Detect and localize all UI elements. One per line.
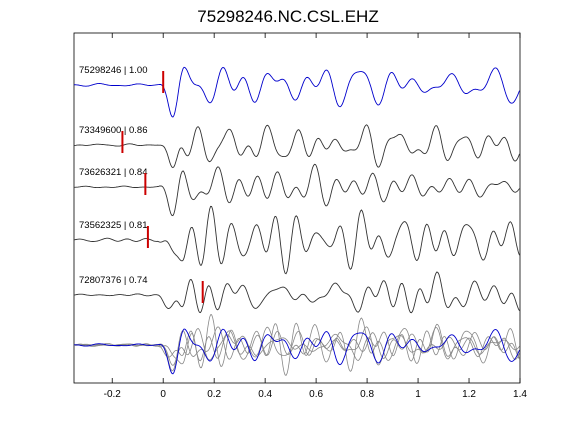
stack-trace xyxy=(73,326,520,366)
stack-overlay xyxy=(73,314,520,376)
x-tick-label: 0 xyxy=(160,389,166,400)
plot-frame xyxy=(73,32,521,384)
trace-label: 75298246 | 1.00 xyxy=(79,65,148,76)
x-tick-label: 1.4 xyxy=(513,389,527,400)
trace-line xyxy=(73,271,520,314)
x-axis: -0.2 0 0.2 0.4 0.6 0.8 1 1.2 1.4 xyxy=(104,33,527,400)
trace-label: 73626321 | 0.84 xyxy=(79,167,148,178)
x-tick-label: 1 xyxy=(415,389,421,400)
stack-trace xyxy=(74,324,520,372)
x-tick-label: 0.2 xyxy=(207,389,221,400)
x-tick-label: 0.8 xyxy=(360,389,374,400)
trace-label: 73562325 | 0.81 xyxy=(79,220,148,231)
trace-line xyxy=(74,163,520,217)
chart-title: 75298246.NC.CSL.EHZ xyxy=(197,7,378,26)
x-tick-label: 1.2 xyxy=(462,389,476,400)
stack-main-trace xyxy=(74,328,520,375)
trace-label: 73349600 | 0.86 xyxy=(79,125,148,136)
trace-group: 75298246 | 1.00 73349600 | 0.86 73626321 |… xyxy=(73,65,520,314)
trace-line xyxy=(73,205,520,275)
x-tick-label: 0.4 xyxy=(258,389,272,400)
trace-label: 72807376 | 0.74 xyxy=(79,275,148,286)
x-tick-label: 0.6 xyxy=(309,389,323,400)
trace-line xyxy=(73,124,520,169)
trace-line xyxy=(73,66,520,118)
stack-trace xyxy=(73,323,520,362)
stack-trace xyxy=(73,314,520,376)
x-tick-label: -0.2 xyxy=(104,389,122,400)
